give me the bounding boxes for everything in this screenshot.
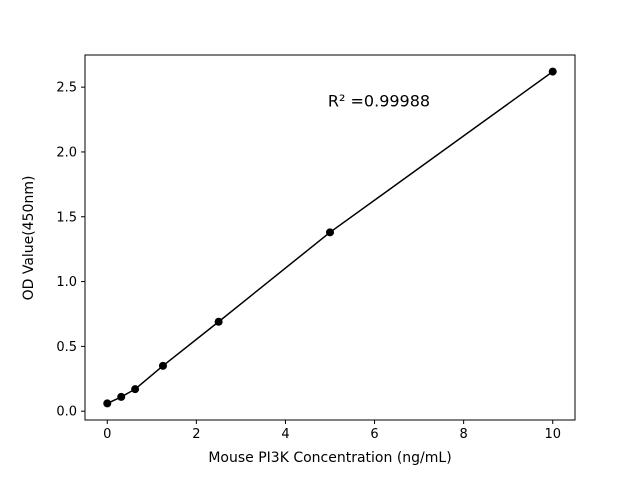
y-tick-label: 2.5	[56, 81, 77, 96]
x-tick-label: 10	[544, 427, 561, 442]
y-tick-label: 1.0	[56, 275, 77, 290]
plot-frame	[84, 54, 576, 421]
r-squared-annotation: R² =0.99988	[328, 92, 430, 111]
x-axis-label: Mouse PI3K Concentration (ng/mL)	[208, 450, 451, 466]
x-tick-label: 2	[192, 427, 200, 442]
x-tick-label: 6	[370, 427, 378, 442]
y-tick-label: 2.0	[56, 145, 77, 160]
data-point	[103, 399, 112, 408]
data-point	[214, 317, 223, 326]
x-tick-label: 0	[103, 427, 111, 442]
y-tick-label: 1.5	[56, 210, 77, 225]
data-point	[326, 228, 334, 237]
data-point	[548, 67, 557, 76]
y-axis-label: OD Value(450nm)	[21, 176, 37, 301]
y-tick-label: 0.0	[56, 405, 77, 420]
standard-curve-line	[106, 70, 554, 405]
data-point	[158, 361, 167, 370]
plot-area: 0 2 4 6 8 10 0.0 0.5 1.0 1.5 2.0 2.5	[56, 54, 576, 442]
x-tick-label: 4	[281, 427, 289, 442]
y-tick-label: 0.5	[56, 340, 77, 355]
data-point	[131, 385, 140, 394]
x-tick-label: 8	[459, 427, 467, 442]
data-point	[117, 392, 126, 401]
